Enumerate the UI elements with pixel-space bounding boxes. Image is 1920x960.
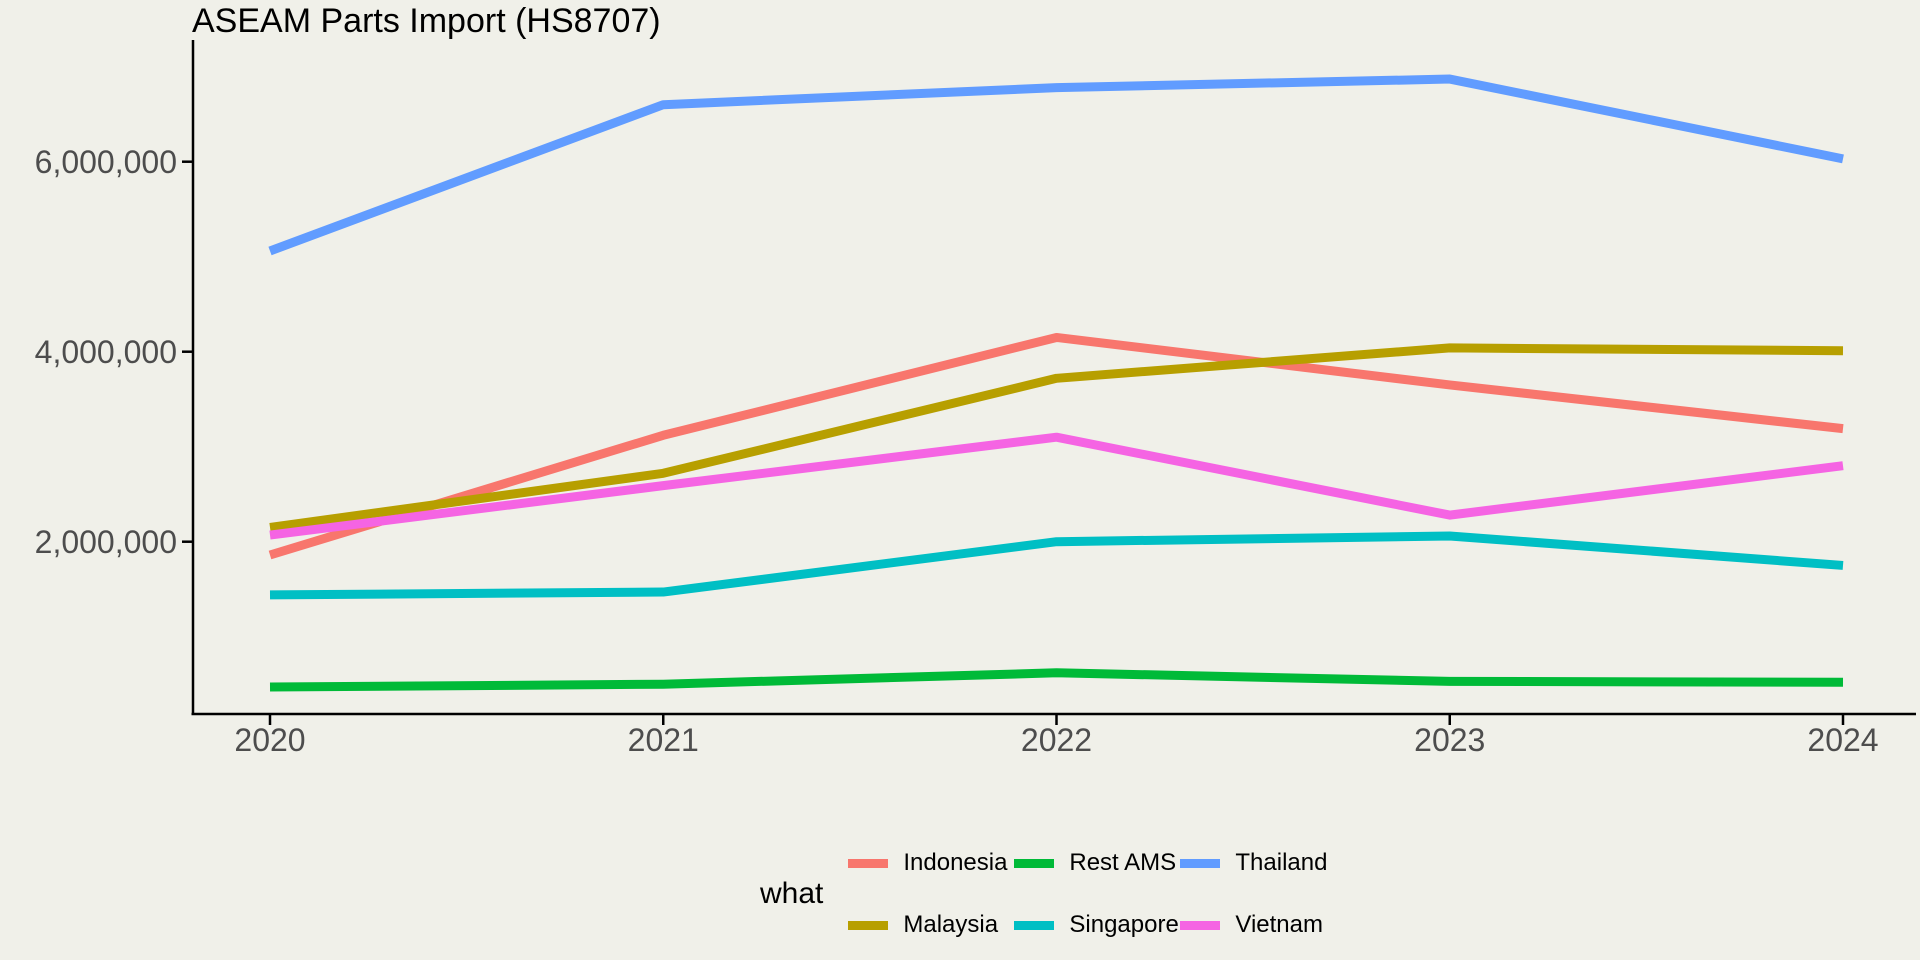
y-axis-label: 6,000,000 (34, 143, 177, 180)
legend-key-singapore (1014, 920, 1055, 930)
legend-key-rest-ams (1014, 858, 1055, 868)
legend: what Indonesia Rest AMS Thailand Malaysia Si… (760, 848, 1346, 940)
legend-label-rest-ams: Rest AMS (1069, 849, 1177, 876)
legend-item-vietnam: Vietnam (1180, 910, 1346, 940)
legend-label-indonesia: Indonesia (903, 849, 1008, 876)
legend-item-indonesia: Indonesia (848, 848, 1014, 878)
legend-key-indonesia (848, 858, 889, 868)
legend-rows: Indonesia Rest AMS Thailand Malaysia Singapo… (848, 848, 1346, 940)
x-axis-label: 2023 (1414, 722, 1486, 758)
legend-title: what (760, 877, 824, 910)
x-axis-label: 2020 (234, 722, 306, 758)
chart-title: ASEAM Parts Import (HS8707) (192, 2, 661, 40)
legend-row: Malaysia Singapore Vietnam (848, 910, 1346, 940)
legend-label-malaysia: Malaysia (903, 911, 999, 938)
y-axis-label: 4,000,000 (34, 333, 177, 370)
y-axis-label: 2,000,000 (34, 523, 177, 560)
x-axis-label: 2021 (627, 722, 699, 758)
line-thailand (268, 74, 1844, 256)
line-indonesia (268, 332, 1844, 560)
legend-item-rest-ams: Rest AMS (1014, 848, 1180, 878)
legend-item-singapore: Singapore (1014, 910, 1180, 940)
legend-item-thailand: Thailand (1180, 848, 1346, 878)
legend-label-vietnam: Vietnam (1235, 911, 1323, 938)
line-rest-ams (269, 668, 1844, 692)
legend-key-malaysia (848, 920, 889, 930)
legend-key-thailand (1180, 858, 1221, 868)
legend-label-singapore: Singapore (1069, 911, 1179, 938)
legend-label-thailand: Thailand (1235, 849, 1328, 876)
legend-item-malaysia: Malaysia (848, 910, 1014, 940)
line-malaysia (269, 343, 1844, 532)
x-axis-label: 2022 (1020, 722, 1093, 758)
x-axis-label: 2024 (1807, 722, 1879, 758)
legend-key-vietnam (1180, 920, 1221, 930)
line-singapore (269, 531, 1844, 600)
line-vietnam (269, 432, 1844, 540)
legend-row: Indonesia Rest AMS Thailand (848, 848, 1346, 878)
